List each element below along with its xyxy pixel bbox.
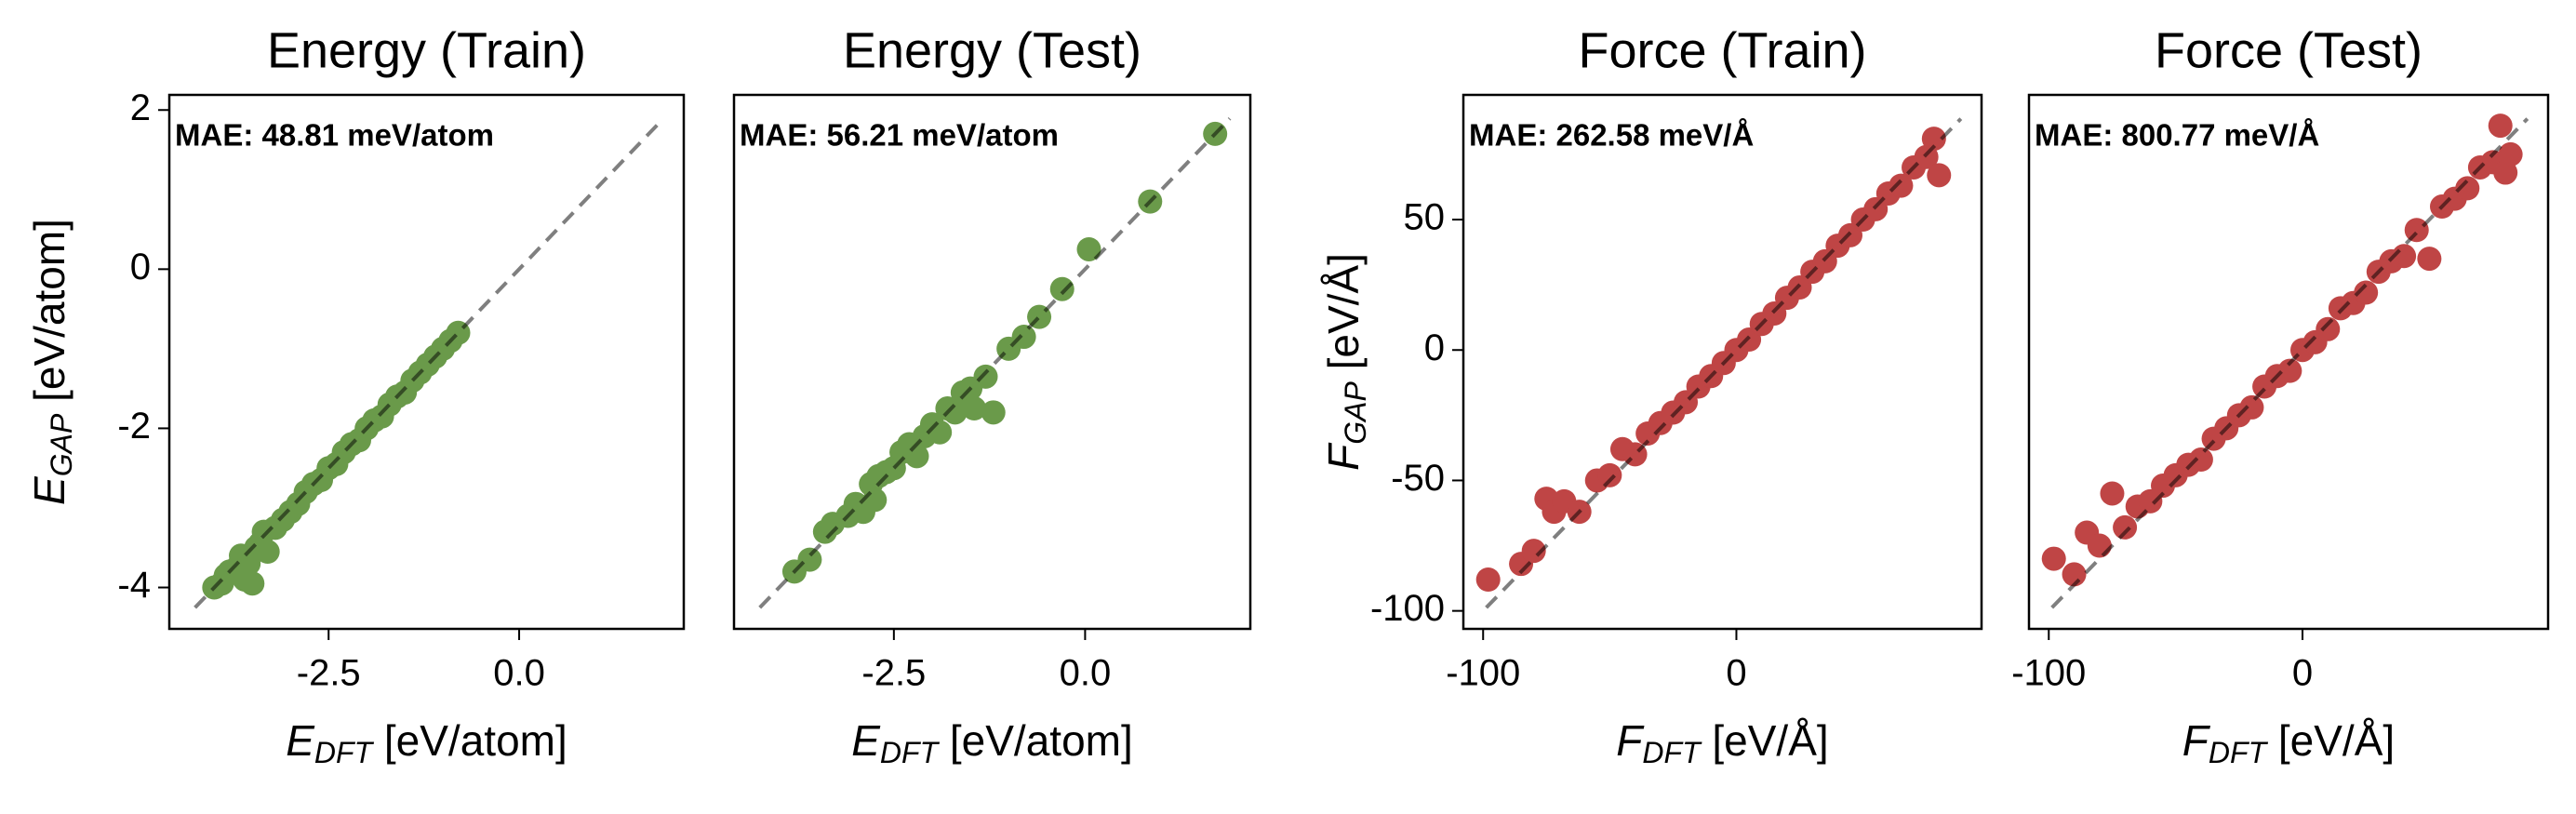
axes-frame — [732, 93, 1252, 631]
label-symbol: F — [2182, 716, 2211, 765]
y-tick-label: -2 — [117, 406, 151, 447]
y-axis-label: FGAP [eV/Å] — [1319, 253, 1372, 471]
axes-frame — [1462, 93, 1983, 631]
label-unit: [eV/Å] — [1701, 716, 1829, 765]
point — [2239, 394, 2264, 420]
point — [1927, 163, 1952, 188]
identity-line — [1485, 117, 1963, 609]
x-axis-label: EDFT [eV/atom] — [286, 716, 567, 769]
label-unit: [eV/atom] — [938, 716, 1133, 765]
y-tick-label: 0 — [1424, 327, 1445, 368]
point — [962, 396, 987, 421]
label-subscript: DFT — [2209, 736, 2269, 769]
point — [255, 540, 280, 565]
x-tick-label: 0 — [2292, 653, 2313, 694]
point — [2488, 113, 2513, 139]
mae-annotation: MAE: 262.58 meV/Å — [1469, 118, 1754, 153]
point — [1011, 325, 1036, 350]
point — [1475, 567, 1501, 593]
label-symbol: F — [1616, 716, 1645, 765]
point — [2100, 481, 2125, 506]
label-symbol: F — [1319, 442, 1368, 471]
identity-line — [758, 117, 1232, 609]
point — [2498, 141, 2523, 167]
y-tick-label: 2 — [130, 87, 151, 128]
point — [2113, 514, 2138, 540]
point — [942, 400, 968, 425]
x-axis-label: FDFT [eV/Å] — [2182, 716, 2395, 769]
axes-frame — [2027, 93, 2550, 631]
identity-line — [2050, 117, 2529, 609]
label-unit: [eV/Å] — [1319, 253, 1368, 381]
point — [2087, 533, 2112, 558]
point — [928, 420, 953, 445]
mae-annotation: MAE: 800.77 meV/Å — [2035, 118, 2319, 153]
x-tick-label: 0 — [1726, 653, 1746, 694]
label-subscript: DFT — [1642, 736, 1702, 769]
label-unit: [eV/atom] — [372, 716, 567, 765]
point — [2455, 176, 2480, 201]
mae-annotation: MAE: 56.21 meV/atom — [740, 118, 1059, 153]
point — [2316, 316, 2341, 341]
y-tick-label: 0 — [130, 247, 151, 287]
x-tick-label: -100 — [2011, 653, 2086, 694]
panel-title: Force (Test) — [2155, 22, 2423, 78]
point — [2062, 562, 2087, 587]
point — [973, 364, 998, 389]
panel-title: Force (Train) — [1578, 22, 1866, 78]
point — [2354, 280, 2379, 305]
point — [2041, 546, 2066, 571]
mae-annotation: MAE: 48.81 meV/atom — [175, 118, 494, 153]
label-subscript: GAP — [45, 413, 78, 476]
panel-title: Energy (Train) — [267, 22, 586, 78]
x-tick-label: -2.5 — [297, 653, 361, 694]
point — [2493, 160, 2518, 185]
y-tick-label: 50 — [1404, 197, 1446, 238]
point — [862, 487, 888, 513]
axes-frame — [167, 93, 686, 631]
point — [2188, 447, 2213, 473]
y-tick-label: -4 — [117, 565, 151, 606]
point — [1597, 462, 1622, 487]
label-subscript: GAP — [1339, 381, 1372, 445]
point — [797, 547, 822, 572]
point — [2417, 247, 2442, 272]
label-symbol: E — [851, 716, 881, 765]
x-tick-label: 0.0 — [1060, 653, 1112, 694]
x-tick-label: -2.5 — [861, 653, 926, 694]
point — [1889, 173, 1914, 198]
point — [1049, 276, 1074, 301]
point — [240, 571, 265, 596]
point — [2277, 358, 2302, 383]
panel-title: Energy (Test) — [843, 22, 1141, 78]
label-unit: [eV/Å] — [2266, 716, 2395, 765]
y-axis-label: EGAP [eV/atom] — [25, 219, 78, 505]
y-tick-label: -100 — [1370, 588, 1445, 629]
x-axis-label: FDFT [eV/Å] — [1616, 716, 1828, 769]
label-unit: [eV/atom] — [25, 219, 73, 414]
x-axis-label: EDFT [eV/atom] — [851, 716, 1133, 769]
label-subscript: DFT — [314, 736, 375, 769]
y-tick-label: -50 — [1391, 458, 1445, 499]
x-tick-label: -100 — [1446, 653, 1520, 694]
identity-line — [194, 117, 665, 609]
point — [981, 400, 1006, 425]
point — [1921, 127, 1946, 152]
label-symbol: E — [286, 716, 315, 765]
label-subscript: DFT — [880, 736, 941, 769]
point — [1521, 539, 1546, 564]
point — [1076, 236, 1101, 261]
x-tick-label: 0.0 — [493, 653, 545, 694]
label-symbol: E — [25, 475, 73, 505]
